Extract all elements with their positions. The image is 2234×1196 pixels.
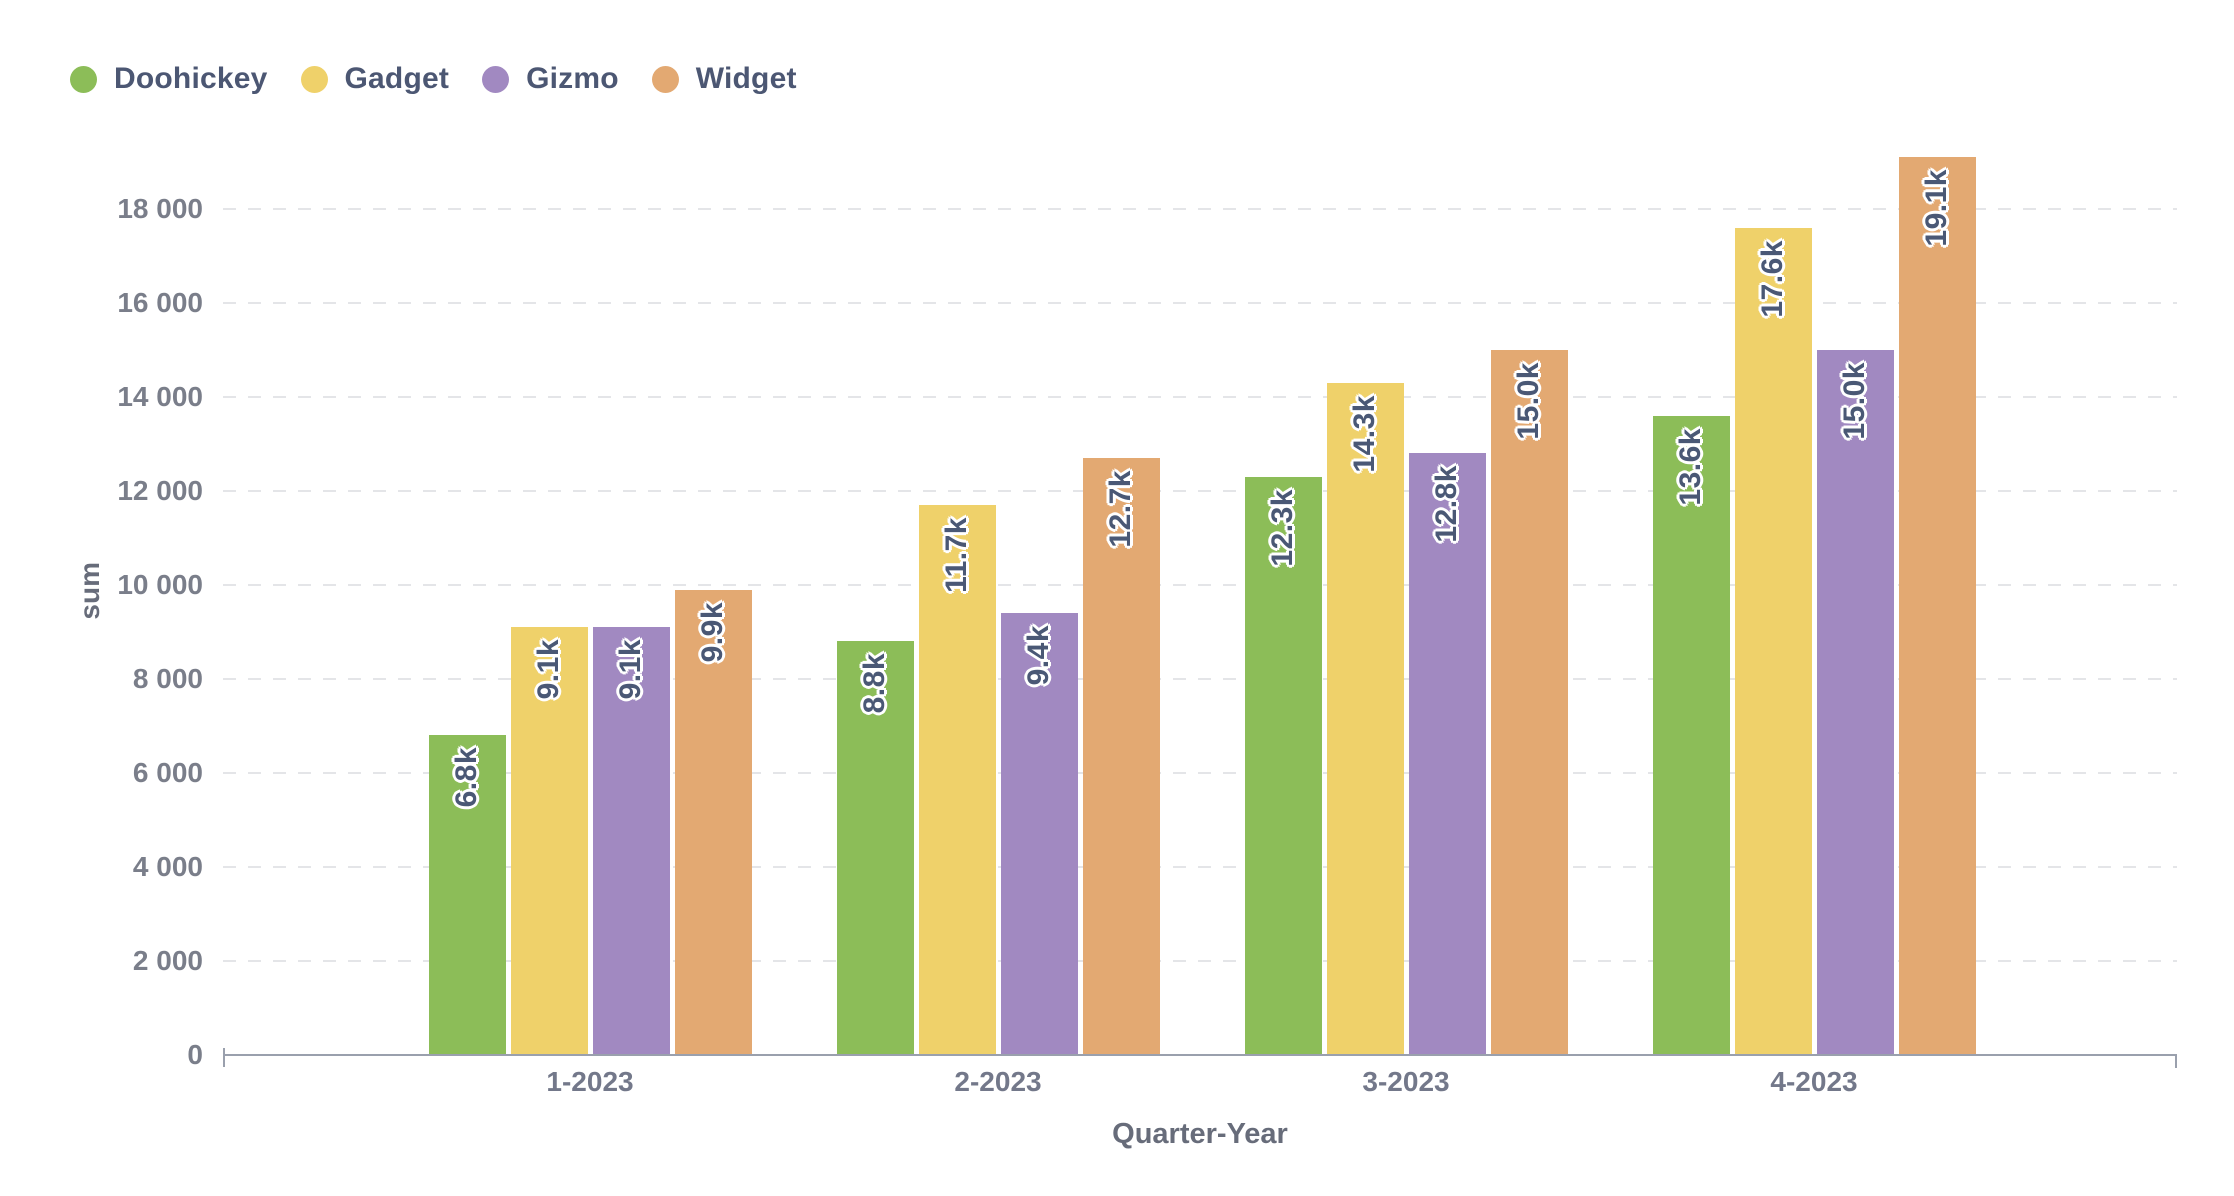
bar-value-label: 11.7k xyxy=(940,517,973,594)
legend-item-gizmo[interactable]: Gizmo xyxy=(482,62,619,96)
bar-gadget-4-2023[interactable]: 17.6k xyxy=(1734,227,1812,1055)
x-tick-label: 4-2023 xyxy=(1770,1066,1858,1097)
x-axis-line xyxy=(223,1054,2177,1056)
x-tick-label: 3-2023 xyxy=(1362,1066,1450,1097)
y-tick-label: 2 000 xyxy=(132,945,203,976)
bar-value-label: 17.6k xyxy=(1756,239,1789,318)
bar-widget-3-2023[interactable]: 15.0k xyxy=(1490,350,1568,1055)
bar-value-label: 13.6k xyxy=(1674,427,1707,506)
bar-value-label: 14.3k xyxy=(1348,394,1381,473)
legend-item-gadget[interactable]: Gadget xyxy=(300,62,450,96)
bar-gadget-2-2023[interactable]: 11.7k xyxy=(918,505,996,1055)
bar-gadget-3-2023[interactable]: 14.3k xyxy=(1326,382,1404,1055)
axis-left-tick xyxy=(223,1048,225,1067)
bar-value-label: 8.8k xyxy=(858,653,891,714)
bar-widget-2-2023[interactable]: 12.7k xyxy=(1082,458,1160,1055)
legend: Doohickey Gadget Gizmo Widget xyxy=(70,62,797,96)
bar-widget-4-2023[interactable]: 19.1k xyxy=(1898,157,1976,1055)
legend-dot-widget xyxy=(651,65,679,93)
gridline xyxy=(223,678,2177,680)
legend-item-doohickey[interactable]: Doohickey xyxy=(70,62,268,96)
bar-value-label: 9.1k xyxy=(614,639,647,700)
gridline xyxy=(223,584,2177,586)
bar-value-label: 15.0k xyxy=(1838,362,1871,440)
bar-value-label: 9.9k xyxy=(696,601,729,663)
x-axis-title: Quarter-Year xyxy=(1112,1118,1288,1150)
gridline xyxy=(223,396,2177,398)
bar-value-label: 15.0k xyxy=(1512,362,1545,440)
bar-gizmo-2-2023[interactable]: 9.4k xyxy=(1000,613,1078,1055)
legend-label: Widget xyxy=(695,62,797,95)
y-tick-label: 0 xyxy=(187,1039,203,1070)
y-tick-label: 8 000 xyxy=(132,663,203,694)
x-tick-label: 1-2023 xyxy=(546,1066,634,1097)
legend-dot-doohickey xyxy=(70,65,97,93)
legend-dot-gadget xyxy=(300,65,328,93)
bar-doohickey-1-2023[interactable]: 6.8k xyxy=(428,735,506,1055)
legend-dot-gizmo xyxy=(482,65,510,93)
gridline xyxy=(223,866,2177,868)
bar-doohickey-2-2023[interactable]: 8.8k xyxy=(836,641,914,1055)
y-tick-label: 6 000 xyxy=(132,757,203,788)
bar-widget-1-2023[interactable]: 9.9k xyxy=(674,589,752,1055)
gridline xyxy=(223,772,2177,774)
y-tick-label: 16 000 xyxy=(117,287,203,318)
y-tick-label: 18 000 xyxy=(117,193,203,224)
legend-label: Gizmo xyxy=(526,62,619,95)
bar-gizmo-1-2023[interactable]: 9.1k xyxy=(592,627,670,1055)
y-tick-label: 10 000 xyxy=(117,569,203,600)
bar-value-label: 12.8k xyxy=(1430,465,1463,543)
gridline xyxy=(223,208,2177,210)
gridline xyxy=(223,302,2177,304)
bar-value-label: 9.4k xyxy=(1022,625,1055,686)
bar-doohickey-3-2023[interactable]: 12.3k xyxy=(1244,476,1322,1055)
bar-doohickey-4-2023[interactable]: 13.6k xyxy=(1652,415,1730,1055)
gridline xyxy=(223,960,2177,962)
legend-label: Gadget xyxy=(344,62,450,95)
bar-value-label: 9.1k xyxy=(532,639,565,700)
gridline xyxy=(223,490,2177,492)
x-tick-label: 2-2023 xyxy=(954,1066,1042,1097)
bar-gizmo-3-2023[interactable]: 12.8k xyxy=(1408,453,1486,1055)
bar-gizmo-4-2023[interactable]: 15.0k xyxy=(1816,350,1894,1055)
legend-label: Doohickey xyxy=(114,62,268,95)
bar-value-label: 12.3k xyxy=(1266,488,1299,567)
bar-value-label: 12.7k xyxy=(1104,470,1137,548)
axis-right-tick xyxy=(2175,1054,2177,1068)
y-tick-label: 4 000 xyxy=(132,851,203,882)
y-tick-label: 14 000 xyxy=(117,381,203,412)
legend-item-widget[interactable]: Widget xyxy=(651,62,797,96)
y-tick-label: 12 000 xyxy=(117,475,203,506)
bar-value-label: 19.1k xyxy=(1920,169,1953,247)
bar-gadget-1-2023[interactable]: 9.1k xyxy=(510,627,588,1055)
bar-value-label: 6.8k xyxy=(450,747,483,808)
